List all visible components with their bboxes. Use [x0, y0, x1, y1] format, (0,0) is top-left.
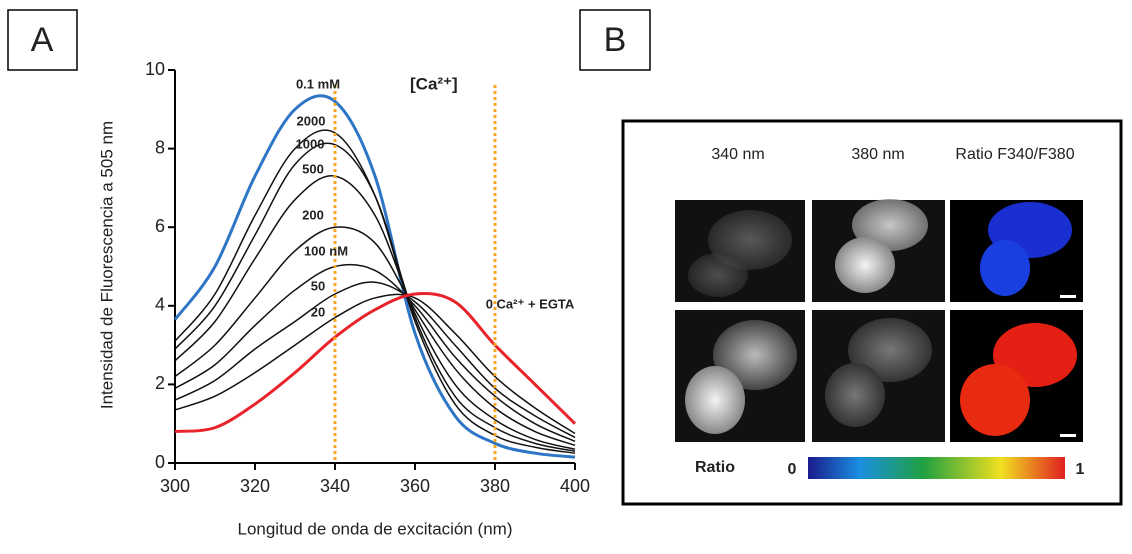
cell: [685, 366, 745, 434]
colorbar: [808, 457, 1065, 479]
x-axis-label: Longitud de onda de excitación (nm): [237, 519, 512, 538]
y-axis-label: Intensidad de Fluorescencia a 505 nm: [97, 121, 116, 409]
x-tick-label: 300: [160, 476, 190, 496]
y-tick-label: 2: [155, 373, 165, 393]
series-label: 500: [302, 161, 324, 176]
series-label: 100 nM: [304, 243, 348, 258]
column-header: 340 nm: [711, 146, 764, 163]
series-label: 1000: [296, 136, 325, 151]
column-header: Ratio F340/F380: [955, 146, 1074, 163]
column-header: 380 nm: [851, 146, 904, 163]
cell: [688, 253, 748, 297]
panel-label: B: [604, 21, 627, 59]
line-series: [175, 227, 575, 445]
x-tick-label: 380: [480, 476, 510, 496]
y-tick-label: 8: [155, 137, 165, 157]
x-tick-label: 340: [320, 476, 350, 496]
cell: [835, 237, 895, 293]
series-label: 50: [311, 278, 325, 293]
x-tick-label: 320: [240, 476, 270, 496]
colorbar-max: 1: [1076, 461, 1085, 478]
panel-label: A: [31, 21, 54, 59]
cell: [960, 364, 1030, 436]
colorbar-min: 0: [788, 461, 797, 478]
colorbar-label: Ratio: [695, 459, 735, 476]
y-tick-label: 6: [155, 216, 165, 236]
series-label: 0 Ca²⁺ + EGTA: [486, 296, 575, 311]
imaging-panel: 340 nm 380 nm Ratio F340/F380 Ratio 0 1: [623, 121, 1121, 504]
y-tick-label: 10: [145, 59, 165, 79]
line-series: [175, 176, 575, 449]
scale-bar: [1060, 434, 1076, 437]
series-label: 2000: [297, 113, 326, 128]
x-tick-label: 360: [400, 476, 430, 496]
series-label: 200: [302, 207, 324, 222]
scale-bar: [1060, 295, 1076, 298]
y-tick-label: 4: [155, 295, 165, 315]
annotation: [Ca²⁺]: [410, 74, 458, 93]
cell: [980, 240, 1030, 296]
figure: A B Longitud de onda de excitación (nm) …: [0, 0, 1132, 549]
series-label: 0.1 mM: [296, 76, 340, 91]
y-tick-label: 0: [155, 452, 165, 472]
x-tick-label: 400: [560, 476, 590, 496]
cell: [825, 363, 885, 427]
series-label: 20: [311, 304, 325, 319]
